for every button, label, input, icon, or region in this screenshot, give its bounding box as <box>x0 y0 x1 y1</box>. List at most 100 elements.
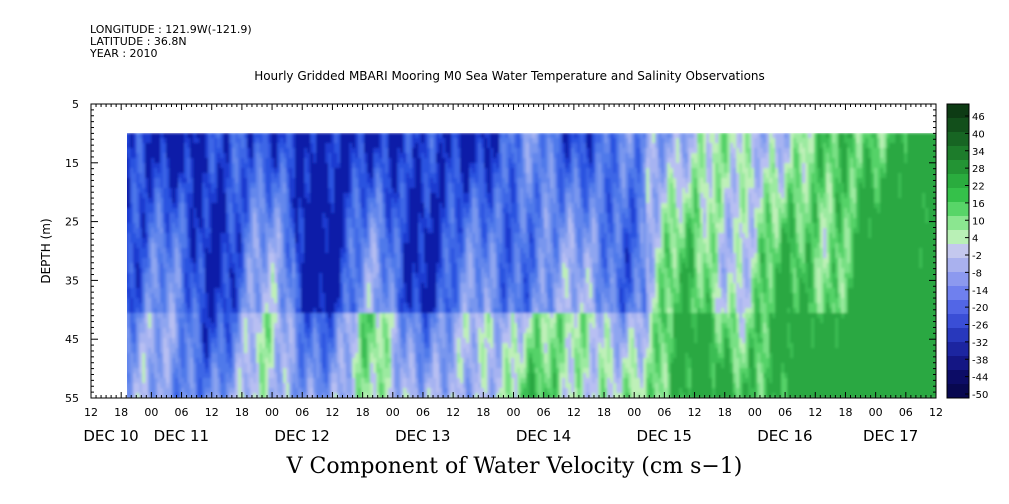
heat-cell <box>187 353 191 359</box>
heat-cell <box>214 193 218 199</box>
heat-cell <box>229 208 233 214</box>
heat-cell <box>130 183 134 189</box>
heat-cell <box>172 223 176 229</box>
heat-cell <box>151 233 155 239</box>
heat-cell <box>166 203 170 209</box>
heat-cell <box>160 248 164 254</box>
heat-cell <box>205 188 209 194</box>
heat-cell <box>217 253 221 259</box>
heat-cell <box>175 203 179 209</box>
heat-cell <box>163 383 167 389</box>
heat-cell <box>214 263 218 269</box>
heat-cell <box>208 283 212 289</box>
heat-cell <box>184 193 188 199</box>
heat-cell <box>130 173 134 179</box>
heat-cell <box>211 263 215 269</box>
heat-cell <box>172 278 176 284</box>
heat-cell <box>205 263 209 269</box>
heat-cell <box>169 313 173 319</box>
heat-cell <box>229 293 233 299</box>
heat-cell <box>196 373 200 379</box>
heat-cell <box>220 163 224 169</box>
heat-cell <box>217 383 221 389</box>
heat-cell <box>184 138 188 144</box>
heat-cell <box>127 383 131 389</box>
heat-cell <box>160 178 164 184</box>
heat-cell <box>202 388 206 394</box>
heat-cell <box>184 178 188 184</box>
heat-cell <box>157 303 161 309</box>
heat-cell <box>214 228 218 234</box>
heat-cell <box>190 378 194 384</box>
heat-cell <box>178 348 182 354</box>
heat-cell <box>190 238 194 244</box>
heat-cell <box>184 353 188 359</box>
heat-cell <box>139 198 143 204</box>
heat-cell <box>145 158 149 164</box>
heat-cell <box>202 238 206 244</box>
heat-cell <box>196 143 200 149</box>
heat-cell <box>229 143 233 149</box>
heat-cell <box>136 318 140 324</box>
heat-cell <box>193 273 197 279</box>
heat-cell <box>163 328 167 334</box>
heat-cell <box>193 243 197 249</box>
heat-cell <box>187 303 191 309</box>
heat-cell <box>205 328 209 334</box>
heat-cell <box>136 303 140 309</box>
heat-cell <box>169 198 173 204</box>
heat-cell <box>172 203 176 209</box>
heat-cell <box>211 323 215 329</box>
heat-cell <box>178 288 182 294</box>
heat-cell <box>181 273 185 279</box>
heat-cell <box>133 188 137 194</box>
heat-cell <box>181 348 185 354</box>
heat-cell <box>205 313 209 319</box>
heat-cell <box>220 388 224 394</box>
heat-cell <box>133 353 137 359</box>
heat-cell <box>151 173 155 179</box>
heat-cell <box>136 183 140 189</box>
heat-cell <box>154 388 158 394</box>
heat-cell <box>214 183 218 189</box>
heat-cell <box>208 318 212 324</box>
heat-cell <box>172 298 176 304</box>
heat-cell <box>187 188 191 194</box>
heat-cell <box>169 183 173 189</box>
heat-cell <box>160 308 164 314</box>
heat-cell <box>217 333 221 339</box>
heat-cell <box>217 153 221 159</box>
heat-cell <box>199 168 203 174</box>
heat-cell <box>223 303 227 309</box>
heat-cell <box>184 243 188 249</box>
heat-cell <box>169 228 173 234</box>
heat-cell <box>127 213 131 219</box>
heat-cell <box>130 153 134 159</box>
heat-cell <box>229 153 233 159</box>
heat-cell <box>154 208 158 214</box>
heat-cell <box>142 218 146 224</box>
heat-cell <box>220 353 224 359</box>
heat-cell <box>172 193 176 199</box>
heat-cell <box>163 313 167 319</box>
heat-cell <box>211 328 215 334</box>
heat-cell <box>211 348 215 354</box>
heat-cell <box>202 288 206 294</box>
heat-cell <box>181 323 185 329</box>
heat-cell <box>151 353 155 359</box>
heat-cell <box>139 173 143 179</box>
heat-cell <box>214 188 218 194</box>
heat-cell <box>226 143 230 149</box>
heat-cell <box>178 263 182 269</box>
heat-cell <box>190 213 194 219</box>
heat-cell <box>172 183 176 189</box>
heat-cell <box>202 213 206 219</box>
heat-cell <box>148 388 152 394</box>
heat-cell <box>199 238 203 244</box>
heat-cell <box>154 283 158 289</box>
heat-cell <box>208 303 212 309</box>
heat-cell <box>199 368 203 374</box>
heat-cell <box>205 378 209 384</box>
heat-cell <box>229 178 233 184</box>
heat-cell <box>130 263 134 269</box>
